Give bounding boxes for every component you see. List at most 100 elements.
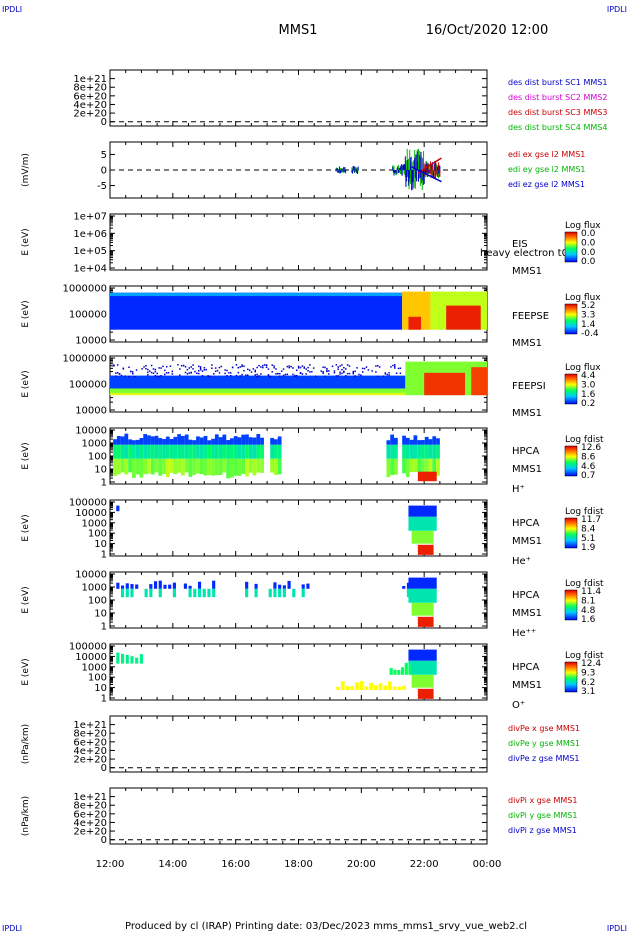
spectrogram-cell bbox=[237, 444, 242, 459]
colorbar-label: 4.8 bbox=[581, 606, 596, 616]
spectrogram-cell bbox=[408, 516, 437, 531]
time-axis: 12:00 14:00 16:00 18:00 20:00 22:00 00:00 bbox=[96, 859, 502, 870]
spectrogram-dot bbox=[148, 370, 151, 372]
spectrogram-cell bbox=[197, 581, 202, 589]
spectrogram-dot bbox=[235, 364, 238, 366]
y-tick-label: 6e+20 bbox=[73, 809, 107, 820]
spectrogram-dot bbox=[295, 374, 298, 377]
spectrogram-cell bbox=[406, 582, 411, 589]
spectrogram-dot bbox=[365, 366, 368, 368]
spectrogram-cell bbox=[282, 588, 286, 598]
spectrogram-cell bbox=[207, 458, 212, 476]
spectrogram-cell bbox=[237, 458, 242, 477]
spectrogram-cell bbox=[184, 458, 189, 473]
spectrogram-dot bbox=[305, 368, 307, 370]
colorbar-label: 8.4 bbox=[581, 524, 596, 534]
spectrogram-cell bbox=[413, 458, 418, 473]
panel-frame bbox=[109, 69, 488, 127]
spectrogram-dot bbox=[184, 371, 187, 374]
spectrogram-cell bbox=[150, 444, 155, 459]
colorbar-label: 6.2 bbox=[581, 678, 595, 688]
spectrogram-dot bbox=[322, 371, 324, 373]
spectrogram-dot bbox=[263, 364, 266, 366]
spectrogram-cell bbox=[436, 438, 440, 445]
spectrogram-cell bbox=[184, 444, 189, 459]
spectrogram-dot bbox=[224, 372, 226, 375]
y-tick-label: 4e+20 bbox=[73, 100, 107, 111]
spectrogram-dot bbox=[312, 367, 315, 369]
spectrogram-dot bbox=[218, 372, 221, 374]
spectrogram-dot bbox=[211, 364, 213, 366]
spectrogram-cell bbox=[120, 458, 125, 473]
spectrogram-dot bbox=[211, 367, 213, 370]
y-axis-label: E (eV) bbox=[21, 442, 31, 469]
spectrogram-cell bbox=[110, 388, 406, 393]
spectrogram-dot bbox=[131, 372, 134, 375]
spectrogram-dot bbox=[147, 374, 149, 376]
colorbar bbox=[564, 303, 578, 335]
spectrogram-cell bbox=[214, 458, 219, 476]
spectrogram-cell bbox=[417, 444, 422, 459]
spectrogram-cell bbox=[207, 440, 212, 445]
spectrogram-cell bbox=[184, 434, 189, 445]
panel-feepsi: E (eV) 1000000 100000 10000 FEEPSI MMS1 Log fl… bbox=[21, 354, 601, 420]
panel-frame bbox=[109, 715, 488, 773]
spectrogram-cell bbox=[254, 583, 258, 589]
spectrogram-dot bbox=[154, 374, 157, 377]
spectrogram-cell bbox=[131, 444, 136, 459]
spectrogram-dot bbox=[246, 374, 249, 376]
spectrogram-cell bbox=[226, 444, 231, 459]
spectrogram-dot bbox=[226, 369, 228, 372]
colorbar-title: Log fdist bbox=[565, 579, 604, 589]
right-label: O⁺ bbox=[512, 700, 525, 711]
spectrogram-dot bbox=[147, 371, 149, 374]
colorbar-label: 0.0 bbox=[581, 229, 596, 239]
spectrogram-cell bbox=[273, 458, 278, 475]
legend-entry: edi ex gse l2 MMS1 bbox=[508, 150, 585, 159]
y-tick-label: 1000 bbox=[82, 583, 107, 594]
spectrogram-cell bbox=[388, 681, 392, 690]
spectrogram-dot bbox=[297, 365, 300, 368]
legend-entry: divPe y gse MMS1 bbox=[508, 739, 580, 748]
panel-hpca-hepp: E (eV) 10000 1000 100 10 1 HPCA MMS1 He⁺⁺ Log fdi… bbox=[21, 570, 604, 640]
spectrogram-cell bbox=[149, 584, 153, 589]
spectrogram-cell bbox=[188, 585, 192, 589]
spectrogram-dot bbox=[186, 368, 189, 371]
colorbar-label: 0.7 bbox=[581, 471, 595, 481]
y-tick-label: 1e+05 bbox=[73, 246, 107, 257]
spectrogram-dot bbox=[113, 365, 115, 367]
legend-entry: edi ey gse l2 MMS1 bbox=[508, 165, 586, 174]
spectrogram-dot bbox=[303, 367, 306, 369]
spectrogram-cell bbox=[340, 681, 345, 690]
spectrogram-cell bbox=[154, 444, 159, 459]
legend-entry: divPe x gse MMS1 bbox=[508, 724, 580, 733]
spectrogram-cell bbox=[230, 458, 234, 478]
spectrogram-dot bbox=[162, 365, 164, 368]
colorbar-label: 11.4 bbox=[581, 587, 601, 597]
spectrogram-dot bbox=[201, 375, 204, 377]
spectrogram-cell bbox=[188, 439, 193, 445]
spectrogram-dot bbox=[164, 373, 166, 376]
y-tick-label: 10 bbox=[94, 683, 107, 694]
spectrogram-cell bbox=[389, 668, 393, 675]
spectrogram-dot bbox=[394, 367, 396, 369]
spectrogram-cell bbox=[408, 649, 437, 661]
colorbar-label: 4.4 bbox=[581, 371, 596, 381]
spectrogram-dot bbox=[113, 364, 115, 366]
spectrogram-cell bbox=[260, 444, 264, 459]
colorbar bbox=[564, 231, 578, 263]
right-label: He⁺⁺ bbox=[512, 628, 536, 639]
spectrogram-cell bbox=[214, 434, 219, 445]
spectrogram-cell bbox=[277, 436, 282, 445]
spectrogram-dot bbox=[299, 371, 302, 374]
spectrogram-cell bbox=[192, 458, 197, 475]
spectrogram-cell bbox=[278, 588, 282, 598]
spectrogram-cell bbox=[188, 588, 192, 598]
spectrogram-dot bbox=[294, 374, 296, 377]
spectrogram-cell bbox=[172, 588, 176, 598]
spectrogram-dot bbox=[150, 371, 153, 374]
spectrogram-dot bbox=[197, 370, 200, 372]
y-tick-label: 1000 bbox=[82, 662, 107, 673]
spectrogram-dot bbox=[360, 374, 362, 376]
